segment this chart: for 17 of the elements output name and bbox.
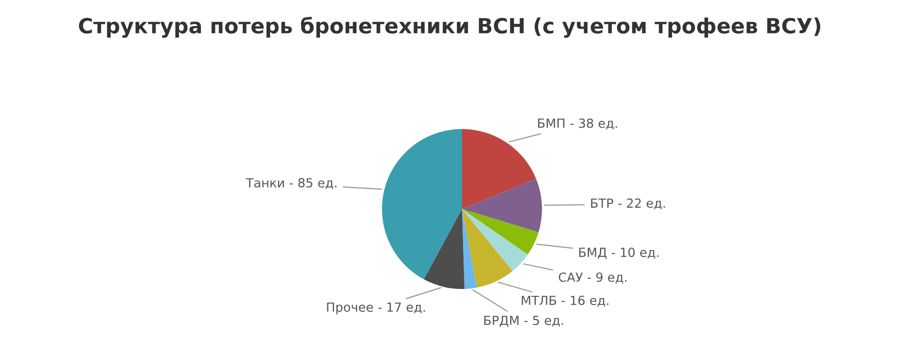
pie-slice: [462, 129, 536, 209]
slice-label: БРДМ - 5 ед.: [484, 316, 564, 327]
pie-slice: [462, 209, 513, 288]
slice-label: МТЛБ - 16 ед.: [522, 296, 608, 307]
pie-slice: [462, 209, 477, 289]
slice-label: Танки - 85 ед.: [246, 178, 336, 190]
pie-slice: [424, 209, 464, 289]
pie-slice: [462, 209, 528, 271]
slice-label: БТР - 22 ед.: [591, 198, 665, 210]
slice-label: БМП - 38 ед.: [538, 118, 617, 130]
chart-title: Структура потерь бронетехники ВСН (с учетом трофеев ВСУ): [78, 16, 820, 38]
pie-slice: [462, 209, 539, 255]
slice-label: Прочее - 17 ед.: [327, 302, 425, 314]
slice-label: САУ - 9 ед.: [558, 272, 626, 284]
slice-label: БМД - 10 ед.: [579, 248, 658, 259]
pie-slice: [462, 178, 542, 232]
pie-slice: [382, 129, 462, 280]
